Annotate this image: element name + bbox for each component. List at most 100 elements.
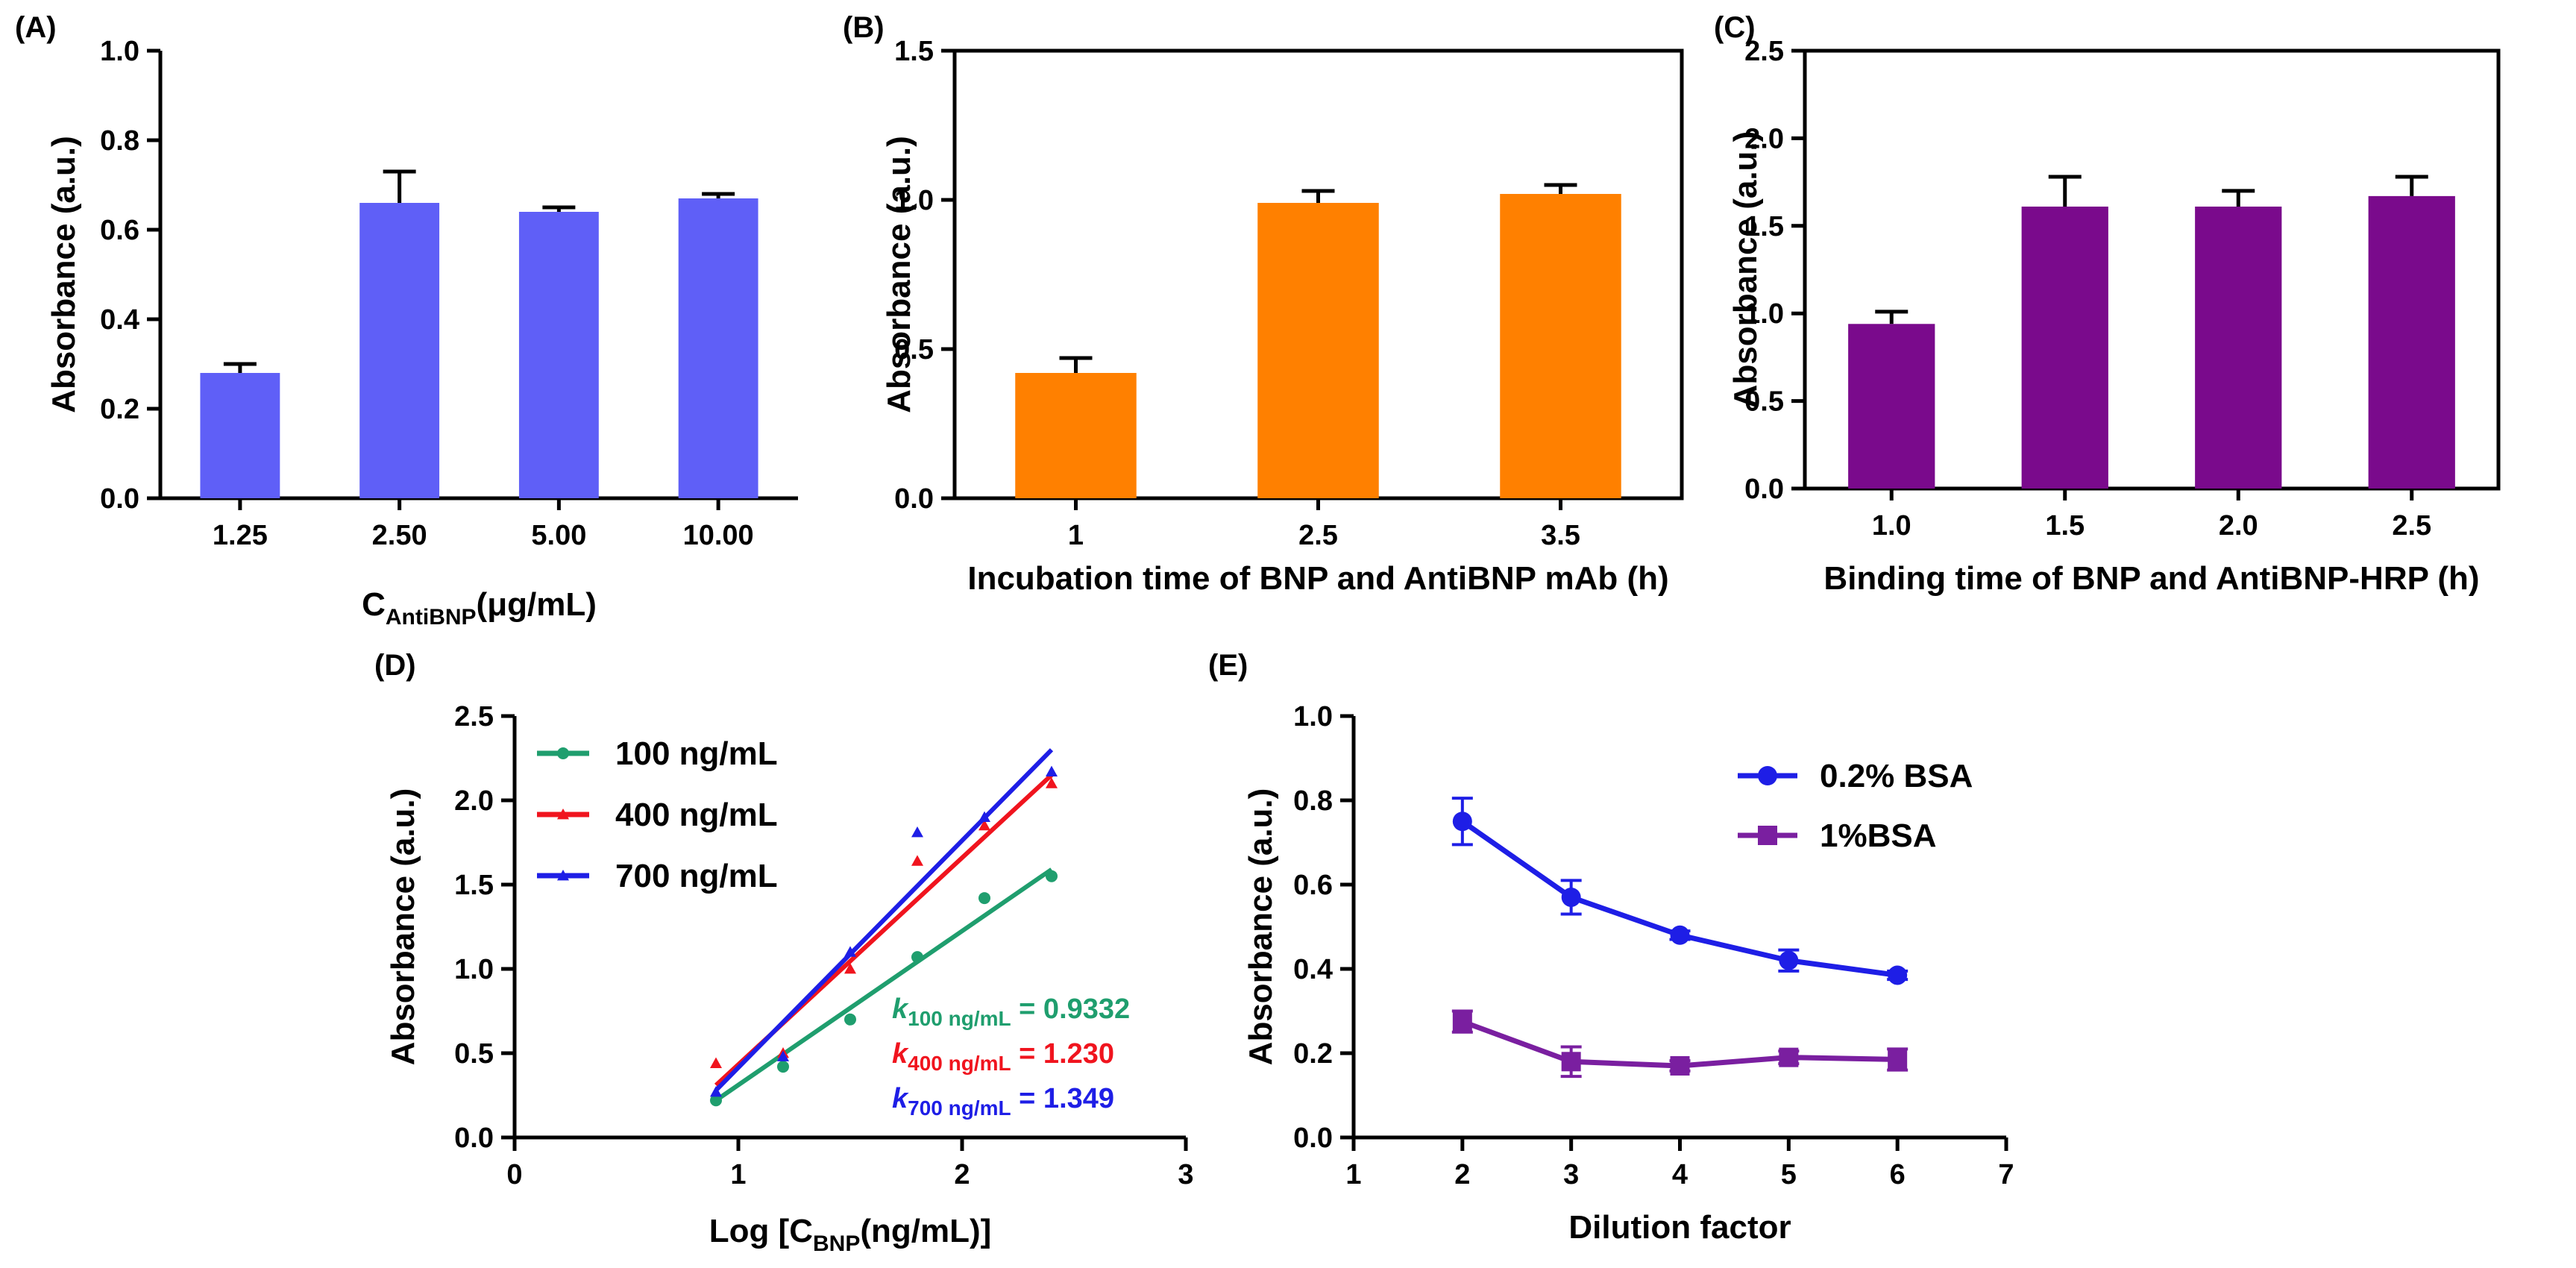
slope-sub: 100 ng/mL [908, 1007, 1011, 1030]
fit-line [714, 748, 1054, 1092]
x-tick-label: 2 [954, 1159, 970, 1190]
slope-annotation: k700 ng/mL = 1.349 [892, 1083, 1114, 1120]
data-point [844, 1013, 856, 1026]
y-tick-label: 0.4 [100, 304, 139, 336]
panel-label: (D) [374, 649, 416, 682]
data-point [1779, 1047, 1799, 1067]
data-point [1888, 1049, 1908, 1070]
panel-label: (B) [843, 11, 885, 44]
error-bar [2395, 175, 2428, 196]
fit-line [714, 867, 1053, 1102]
y-tick-label: 0.5 [1744, 386, 1784, 418]
y-tick-label: 1.5 [454, 870, 494, 901]
error-bar [1875, 310, 1909, 324]
y-tick-label: 0.8 [100, 125, 139, 157]
y-tick-label: 1.0 [100, 36, 139, 67]
x-tick-label: 1.0 [1872, 510, 1911, 542]
data-point [777, 1050, 789, 1061]
slope-k: k [892, 1083, 909, 1114]
x-tick-label: 0 [506, 1159, 522, 1190]
x-tick-label: 2.5 [1298, 520, 1338, 551]
error-bar [223, 362, 257, 373]
data-point [1561, 1052, 1581, 1072]
data-point [1452, 1011, 1472, 1032]
y-tick-label: 0.4 [1293, 954, 1333, 985]
y-tick-label: 1.0 [1293, 701, 1333, 732]
legend-marker [557, 809, 569, 820]
y-tick-label: 0.0 [454, 1123, 494, 1154]
slope-value: = 1.349 [1011, 1083, 1114, 1114]
legend-marker [1758, 826, 1777, 845]
y-tick-label: 0.0 [1293, 1123, 1333, 1154]
bar [200, 373, 280, 498]
x-tick-label: 6 [1890, 1159, 1906, 1190]
data-point [1046, 765, 1058, 776]
x-tick-label: 2.0 [2219, 510, 2258, 542]
data-point [911, 826, 923, 838]
legend-marker [557, 747, 569, 759]
bar [2021, 206, 2108, 489]
plot-frame [1803, 48, 2501, 491]
x-axis-title: Binding time of BNP and AntiBNP-HRP (h) [1823, 560, 2479, 597]
y-tick-label: 1.0 [894, 185, 934, 216]
x-tick-label: 1 [1068, 520, 1084, 551]
x-tick-label: 5 [1781, 1159, 1797, 1190]
x-tick-label: 5.00 [531, 520, 586, 551]
x-tick-label: 1.5 [2045, 510, 2085, 542]
y-tick-label: 2.5 [1744, 36, 1784, 67]
x-axis-title: CAntiBNP(μg/mL) [362, 586, 597, 630]
data-point [1046, 870, 1058, 882]
bar [2195, 206, 2282, 489]
x-tick-label: 3 [1563, 1159, 1579, 1190]
series-2: 1%BSA [1451, 817, 1937, 1079]
data-point [978, 819, 990, 831]
x-axis-title: Log [CBNP(ng/mL)] [709, 1213, 992, 1256]
x-tick-label: 7 [1998, 1159, 2014, 1190]
series-3: 700 ng/mL k700 ng/mL = 1.349 [537, 748, 1114, 1120]
x-tick-label: 1 [1345, 1159, 1361, 1190]
slope-value: = 1.230 [1011, 1038, 1114, 1070]
y-axis-title: Absorbance (a.u.) [881, 136, 917, 413]
y-tick-label: 0.0 [100, 483, 139, 515]
x-axis-title-main: Log [C [709, 1213, 813, 1249]
bar [359, 203, 440, 498]
bar [518, 212, 599, 498]
x-axis-title-main: C [362, 586, 386, 623]
y-tick-label: 1.5 [1744, 211, 1784, 242]
y-tick-label: 0.2 [100, 394, 139, 425]
slope-k: k [892, 994, 909, 1025]
panel-label: (C) [1714, 11, 1756, 44]
y-axis-title: Absorbance (a.u.) [1243, 788, 1279, 1066]
legend-label: 700 ng/mL [615, 858, 778, 894]
data-point [911, 951, 923, 964]
slope-annotation: k400 ng/mL = 1.230 [892, 1038, 1114, 1075]
panel-label: (E) [1208, 649, 1248, 682]
y-tick-label: 0.5 [894, 334, 934, 365]
data-point [1452, 812, 1472, 832]
bar [1848, 324, 1935, 489]
y-tick-label: 0.0 [894, 483, 934, 515]
panel-b: (B) 0.0 0.5 1.0 1.5 Absorbance (a.u.) 1 2.5 3.5 I… [843, 11, 1684, 597]
x-axis-title-sub: BNP [813, 1231, 860, 1256]
data-point [777, 1061, 789, 1073]
error-bar [2048, 175, 2082, 207]
y-tick-label: 2.5 [454, 701, 494, 732]
x-tick-label: 1.25 [213, 520, 268, 551]
data-point [1670, 925, 1690, 945]
data-point [978, 892, 990, 905]
bar [2368, 195, 2455, 489]
x-tick-label: 2.5 [2392, 510, 2431, 542]
data-point [710, 1085, 722, 1097]
legend-marker [557, 870, 569, 881]
legend-label: 100 ng/mL [615, 735, 778, 772]
y-tick-label: 2.0 [1744, 123, 1784, 154]
bar [678, 198, 758, 498]
y-tick-label: 0.8 [1293, 785, 1333, 817]
axes [512, 716, 1186, 1140]
panel-label: (A) [15, 11, 57, 44]
legend-label: 1%BSA [1820, 817, 1937, 854]
bar [1500, 194, 1621, 498]
